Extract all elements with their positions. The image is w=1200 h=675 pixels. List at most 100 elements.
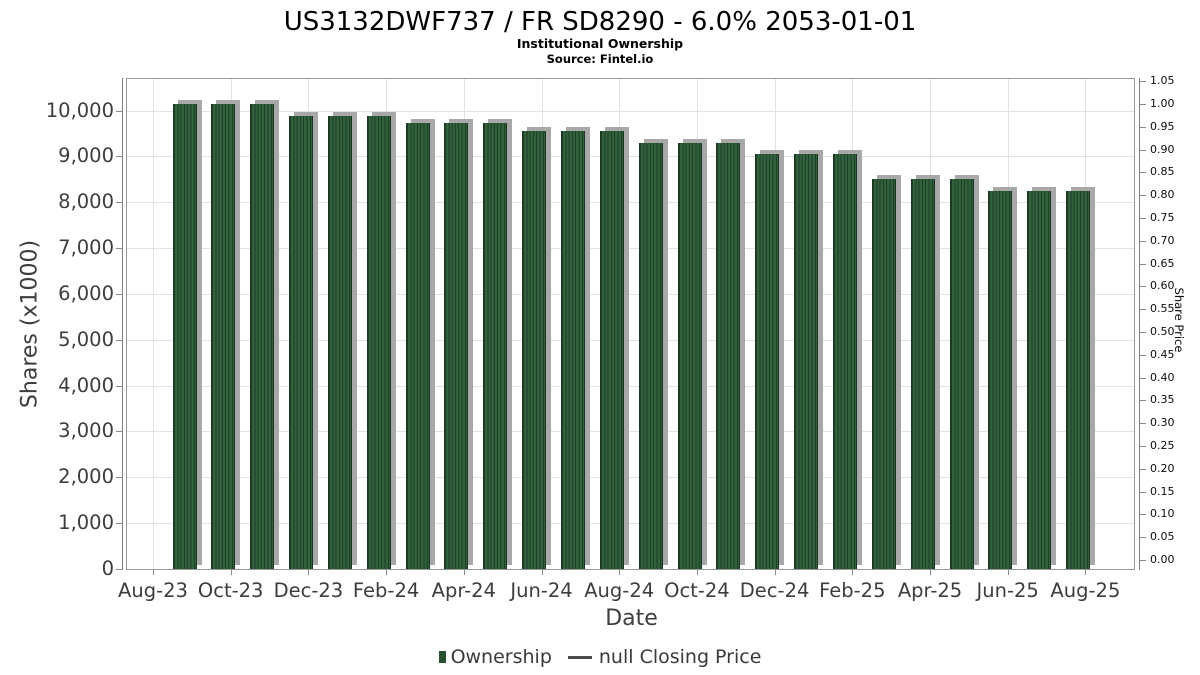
price-axis-tick xyxy=(1139,240,1146,242)
ownership-bar[interactable] xyxy=(599,131,624,569)
horizontal-gridline xyxy=(127,156,1134,158)
y-axis-tick-label: 5,000 xyxy=(58,327,114,351)
x-axis-tick xyxy=(308,569,310,575)
ownership-bar[interactable] xyxy=(832,153,857,569)
ownership-bar[interactable] xyxy=(405,123,430,569)
ownership-bar[interactable] xyxy=(910,179,935,569)
price-axis-tick xyxy=(1139,423,1146,425)
ownership-bar[interactable] xyxy=(1027,191,1052,569)
price-axis-tick-label: 0.40 xyxy=(1150,370,1175,384)
x-axis-tick xyxy=(153,569,154,575)
price-axis-tick xyxy=(1139,560,1146,561)
price-axis-tick xyxy=(1139,491,1146,493)
price-axis-tick xyxy=(1139,537,1146,539)
bar-series-marker-icon xyxy=(438,651,446,663)
ownership-bar[interactable] xyxy=(677,142,702,569)
y-axis-tick xyxy=(116,202,123,204)
y-axis-tick-label: 0 xyxy=(101,557,114,580)
ownership-bar[interactable] xyxy=(366,116,391,569)
chart-subtitle: Institutional Ownership xyxy=(516,36,684,51)
y-axis-tick-label: 2,000 xyxy=(58,465,114,489)
ownership-bar[interactable] xyxy=(1066,191,1091,569)
line-series-marker-icon xyxy=(567,655,592,659)
legend-label-ownership: Ownership xyxy=(450,646,552,668)
horizontal-gridline xyxy=(127,248,1134,250)
price-axis-tick xyxy=(1139,332,1146,333)
ownership-bar[interactable] xyxy=(755,153,780,569)
x-axis-title-date: Date xyxy=(605,606,658,631)
y-axis-tick xyxy=(116,339,123,341)
horizontal-gridline xyxy=(127,431,1134,433)
price-axis-tick xyxy=(1139,514,1146,516)
x-axis-tick xyxy=(852,569,854,575)
horizontal-gridline xyxy=(127,477,1134,479)
x-axis-tick xyxy=(541,569,543,575)
x-axis-tick-label: Aug-23 xyxy=(118,579,188,602)
ownership-bar[interactable] xyxy=(327,116,352,569)
price-axis-tick-label: 0.60 xyxy=(1150,279,1175,293)
ownership-bar[interactable] xyxy=(949,179,974,569)
y-axis-tick xyxy=(116,431,123,433)
ownership-bar[interactable] xyxy=(561,131,585,569)
price-axis-tick-label: 0.10 xyxy=(1150,507,1175,521)
x-axis-tick-label: Dec-23 xyxy=(273,579,344,602)
price-axis-tick-label: 0.90 xyxy=(1150,142,1175,156)
ownership-bar[interactable] xyxy=(988,191,1013,569)
ownership-bar[interactable] xyxy=(250,103,275,569)
ownership-bar[interactable] xyxy=(444,123,469,569)
ownership-bar[interactable] xyxy=(211,103,236,569)
x-axis-tick xyxy=(386,569,388,575)
x-axis-tick-label: Aug-25 xyxy=(1050,579,1121,602)
legend-item-ownership[interactable]: Ownership xyxy=(438,646,552,668)
ownership-bar[interactable] xyxy=(638,142,663,569)
horizontal-gridline xyxy=(127,293,1134,295)
ownership-bar[interactable] xyxy=(289,116,314,569)
price-axis-tick xyxy=(1139,104,1146,105)
price-axis-tick-label: 0.70 xyxy=(1150,233,1175,247)
price-axis-tick-label: 0.65 xyxy=(1150,256,1175,270)
y-axis-tick-label: 3,000 xyxy=(58,419,114,443)
y-axis-tick-label: 1,000 xyxy=(58,511,114,535)
plot-area xyxy=(116,78,1146,575)
ownership-bar[interactable] xyxy=(172,103,197,569)
horizontal-gridline xyxy=(127,339,1134,341)
y-axis-tick-label: 6,000 xyxy=(58,281,114,305)
y-axis-tick xyxy=(116,385,123,387)
price-axis-tick-label: 0.25 xyxy=(1150,439,1175,452)
price-axis-tick-label: 0.50 xyxy=(1150,325,1175,338)
ownership-bar[interactable] xyxy=(794,153,819,569)
x-axis-tick-label: Feb-25 xyxy=(819,579,886,602)
price-axis-tick xyxy=(1139,354,1146,356)
left-axis-line xyxy=(122,78,123,570)
y-axis-tick xyxy=(116,569,123,570)
price-axis-tick xyxy=(1139,286,1146,288)
price-axis-tick xyxy=(1139,126,1146,128)
price-axis-tick-label: 0.75 xyxy=(1150,211,1175,224)
price-axis-tick-label: 0.15 xyxy=(1150,484,1175,498)
price-axis-tick-label: 0.85 xyxy=(1150,165,1175,179)
price-axis-tick-label: 0.95 xyxy=(1150,119,1175,133)
right-axis-line xyxy=(1139,78,1140,570)
price-axis-tick-label: 0.20 xyxy=(1150,461,1175,475)
x-axis-tick xyxy=(696,569,698,575)
price-axis-tick xyxy=(1139,309,1146,311)
price-axis-tick xyxy=(1139,468,1146,470)
legend-item-closing-price[interactable]: null Closing Price xyxy=(567,646,761,668)
x-axis-tick-label: Dec-24 xyxy=(739,579,810,602)
price-axis-tick-label: 1.05 xyxy=(1150,74,1175,88)
ownership-bar[interactable] xyxy=(483,123,508,569)
x-axis-tick-label: Oct-24 xyxy=(664,579,730,602)
horizontal-gridline xyxy=(127,202,1134,204)
legend: Ownership null Closing Price xyxy=(0,646,1200,668)
price-axis-tick xyxy=(1139,81,1146,83)
horizontal-gridline xyxy=(127,385,1134,387)
y-axis-title-share-price: Share Price xyxy=(1172,287,1186,353)
ownership-bar[interactable] xyxy=(522,131,547,569)
ownership-bar[interactable] xyxy=(871,179,896,569)
y-axis-tick xyxy=(116,156,123,158)
y-axis-tick xyxy=(116,110,123,112)
price-axis-tick-label: 0.45 xyxy=(1150,347,1175,361)
y-axis-tick-label: 8,000 xyxy=(58,190,114,214)
x-axis-tick-label: Feb-24 xyxy=(352,579,420,602)
ownership-bar[interactable] xyxy=(716,142,741,569)
